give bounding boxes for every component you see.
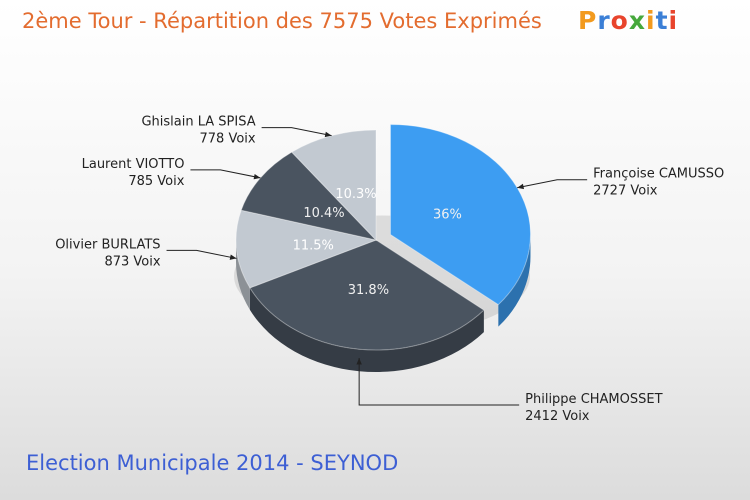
slice-side	[236, 240, 250, 310]
chart-title: 2ème Tour - Répartition des 7575 Votes E…	[22, 9, 542, 33]
candidate-votes-label: 778 Voix	[200, 132, 256, 147]
callout-arrow	[517, 183, 525, 190]
election-subtitle: Election Municipale 2014 - SEYNOD	[26, 451, 399, 475]
callout-leader-line	[517, 179, 588, 189]
slice-percent-label: 10.4%	[303, 206, 344, 221]
logo-letter: r	[597, 6, 611, 35]
candidate-name-label: Ghislain LA SPISA	[141, 115, 255, 130]
callout-arrow	[356, 357, 362, 365]
logo-letter: i	[646, 6, 656, 35]
slice-side	[249, 287, 484, 372]
candidate-name-label: Olivier BURLATS	[55, 237, 160, 252]
logo-letter: x	[628, 6, 646, 35]
candidate-votes-label: 785 Voix	[128, 174, 184, 189]
candidate-votes-label: 2727 Voix	[593, 184, 658, 199]
candidate-name-label: Laurent VIOTTO	[82, 157, 185, 172]
pie-slice[interactable]	[235, 209, 378, 289]
slice-percent-label: 10.3%	[335, 187, 376, 202]
callout-leader-line	[358, 357, 520, 406]
logo-letter: P	[578, 6, 598, 35]
slice-percent-label: 11.5%	[293, 238, 334, 253]
logo-letter: o	[610, 6, 629, 35]
callout-leader-line	[261, 127, 332, 137]
callout-arrow	[253, 173, 261, 180]
logo-letter: i	[668, 6, 679, 35]
slice-percent-label: 36%	[433, 207, 462, 222]
callout-arrow	[229, 254, 237, 260]
pie-slice[interactable]	[249, 239, 485, 351]
candidate-votes-label: 2412 Voix	[525, 409, 590, 424]
callout-leader-line	[166, 249, 237, 259]
candidate-name-label: Philippe CHAMOSSET	[525, 392, 662, 407]
callout-leader-line	[190, 169, 261, 179]
pie-slice[interactable]	[389, 124, 531, 306]
logo-letter: t	[655, 6, 669, 35]
pie-slice[interactable]	[240, 151, 378, 241]
slice-percent-label: 31.8%	[348, 283, 389, 298]
slice-side	[498, 234, 531, 327]
candidate-name-label: Françoise CAMUSSO	[593, 167, 724, 182]
candidate-votes-label: 873 Voix	[104, 254, 160, 269]
proxiti-logo[interactable]: Proxiti	[578, 6, 678, 35]
callout-arrow	[324, 131, 332, 138]
